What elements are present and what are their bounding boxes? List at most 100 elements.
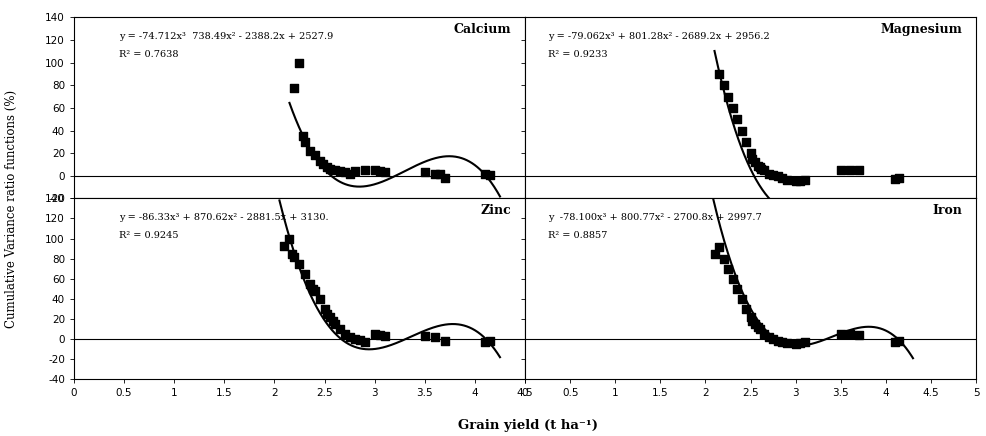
Text: Iron: Iron: [933, 204, 962, 217]
Point: [750, 162, 766, 169]
Point: [477, 339, 493, 346]
Text: y = -74.712x³  738.49x² - 2388.2x + 2527.9: y = -74.712x³ 738.49x² - 2388.2x + 2527.…: [119, 32, 333, 41]
Point: [887, 176, 903, 183]
Point: [477, 170, 493, 177]
Point: [276, 242, 293, 249]
Point: [716, 255, 732, 262]
Text: R² = 0.7638: R² = 0.7638: [119, 50, 178, 59]
Text: Calcium: Calcium: [454, 23, 512, 36]
Point: [312, 157, 327, 164]
Point: [761, 170, 777, 177]
Point: [377, 169, 392, 176]
Point: [437, 337, 453, 344]
Point: [756, 330, 772, 337]
Point: [765, 336, 781, 343]
Point: [302, 147, 317, 154]
Text: Grain yield (t ha⁻¹): Grain yield (t ha⁻¹): [458, 419, 598, 432]
Point: [287, 253, 303, 260]
Point: [765, 171, 781, 178]
Point: [720, 93, 736, 100]
Point: [779, 177, 795, 184]
Point: [788, 341, 804, 347]
Point: [367, 167, 383, 174]
Text: Magnesium: Magnesium: [880, 23, 962, 36]
Point: [295, 133, 311, 140]
Point: [427, 334, 443, 341]
Point: [357, 339, 373, 346]
Point: [734, 127, 749, 134]
Point: [756, 167, 772, 174]
Point: [742, 150, 758, 157]
Point: [751, 163, 767, 170]
Point: [342, 170, 358, 177]
Point: [482, 337, 498, 344]
Point: [730, 116, 745, 123]
Text: Cumulative Variance ratio functions (%): Cumulative Variance ratio functions (%): [5, 90, 19, 328]
Point: [725, 105, 740, 112]
Point: [797, 339, 812, 346]
Point: [307, 287, 322, 294]
Point: [417, 333, 433, 340]
Point: [751, 326, 767, 333]
Point: [321, 166, 337, 173]
Text: y  -78.100x³ + 800.77x² - 2700.8x + 2997.7: y -78.100x³ + 800.77x² - 2700.8x + 2997.…: [547, 213, 761, 222]
Point: [357, 167, 373, 174]
Point: [851, 332, 867, 339]
Point: [753, 166, 769, 173]
Point: [367, 330, 383, 337]
Point: [331, 168, 347, 175]
Point: [887, 339, 903, 346]
Text: R² = 0.8857: R² = 0.8857: [547, 231, 607, 240]
Text: Zinc: Zinc: [481, 204, 512, 217]
Point: [716, 82, 732, 89]
Point: [432, 170, 448, 177]
Point: [742, 313, 758, 320]
Point: [774, 174, 790, 181]
Point: [326, 320, 342, 327]
Point: [437, 174, 453, 181]
Point: [720, 265, 736, 272]
Point: [770, 172, 786, 179]
Point: [326, 167, 342, 174]
Point: [891, 337, 907, 344]
Point: [372, 168, 387, 175]
Point: [833, 167, 849, 174]
Point: [318, 163, 334, 170]
Point: [282, 235, 298, 242]
Point: [891, 174, 907, 181]
Point: [285, 250, 301, 257]
Point: [774, 339, 790, 346]
Point: [750, 324, 766, 330]
Point: [482, 171, 498, 178]
Point: [372, 332, 387, 339]
Point: [352, 337, 368, 344]
Point: [336, 169, 353, 176]
Point: [739, 138, 754, 145]
Text: R² = 0.9245: R² = 0.9245: [119, 231, 178, 240]
Point: [307, 152, 322, 159]
Point: [747, 320, 763, 327]
Point: [305, 286, 320, 293]
Point: [744, 317, 760, 324]
Point: [725, 275, 740, 282]
Point: [833, 330, 849, 337]
Point: [734, 296, 749, 303]
Point: [312, 296, 327, 303]
Point: [793, 340, 809, 347]
Point: [779, 340, 795, 347]
Text: R² = 0.9233: R² = 0.9233: [547, 50, 607, 59]
Point: [427, 170, 443, 177]
Point: [321, 313, 337, 320]
Point: [747, 159, 763, 166]
Point: [851, 167, 867, 174]
Point: [347, 336, 363, 343]
Point: [324, 317, 340, 324]
Point: [318, 310, 334, 317]
Text: y = -79.062x³ + 801.28x² - 2689.2x + 2956.2: y = -79.062x³ + 801.28x² - 2689.2x + 295…: [547, 32, 769, 41]
Text: y = -86.33x³ + 870.62x² - 2881.5x + 3130.: y = -86.33x³ + 870.62x² - 2881.5x + 3130…: [119, 213, 328, 222]
Point: [842, 330, 858, 337]
Point: [377, 333, 392, 340]
Point: [347, 168, 363, 175]
Point: [292, 260, 308, 267]
Point: [797, 177, 812, 184]
